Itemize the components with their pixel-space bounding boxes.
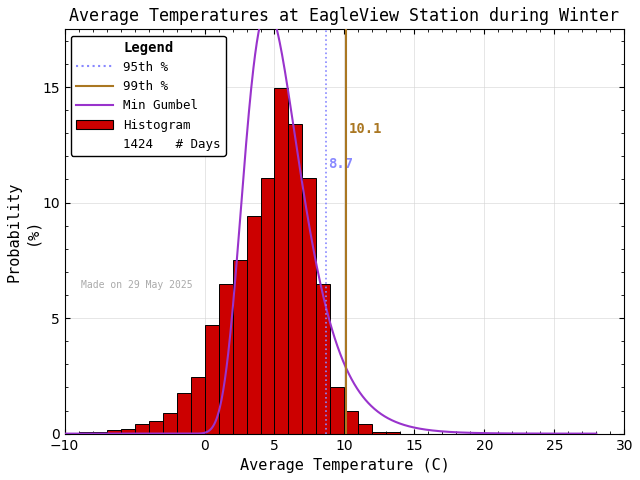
Bar	[79, 432, 93, 433]
Min Gumbel	[480, 430, 488, 436]
Min Gumbel	[264, 6, 271, 12]
Title: Average Temperatures at EagleView Station during Winter: Average Temperatures at EagleView Statio…	[70, 7, 620, 25]
Bar	[107, 431, 120, 433]
Bar	[316, 284, 330, 433]
Min Gumbel	[90, 431, 98, 436]
Legend: 95th %, 99th %, Min Gumbel, Histogram, 1424   # Days: 95th %, 99th %, Min Gumbel, Histogram, 1…	[71, 36, 226, 156]
X-axis label: Average Temperature (C): Average Temperature (C)	[239, 458, 449, 473]
Bar	[303, 178, 316, 433]
Bar	[330, 386, 344, 433]
Bar	[275, 88, 289, 433]
Bar	[163, 413, 177, 433]
Bar	[232, 260, 246, 433]
Bar	[372, 432, 387, 433]
Bar	[148, 420, 163, 433]
Line: Min Gumbel: Min Gumbel	[36, 9, 596, 433]
Bar	[120, 429, 134, 433]
Text: 10.1: 10.1	[349, 122, 382, 136]
Min Gumbel	[280, 61, 287, 67]
Bar	[205, 325, 218, 433]
Bar	[93, 432, 107, 433]
Min Gumbel	[33, 431, 40, 436]
Bar	[260, 178, 275, 433]
Bar	[191, 377, 205, 433]
Bar	[218, 284, 232, 433]
Text: Made on 29 May 2025: Made on 29 May 2025	[81, 280, 193, 290]
Bar	[246, 216, 260, 433]
Bar	[289, 124, 303, 433]
Bar	[177, 393, 191, 433]
Min Gumbel	[593, 431, 600, 436]
Bar	[344, 411, 358, 433]
Bar	[358, 424, 372, 433]
Text: 8.7: 8.7	[328, 157, 353, 171]
Min Gumbel	[470, 430, 477, 436]
Bar	[134, 424, 148, 433]
Min Gumbel	[259, 12, 267, 17]
Y-axis label: Probability
(%): Probability (%)	[7, 181, 39, 282]
Min Gumbel	[418, 426, 426, 432]
Bar	[387, 432, 401, 433]
